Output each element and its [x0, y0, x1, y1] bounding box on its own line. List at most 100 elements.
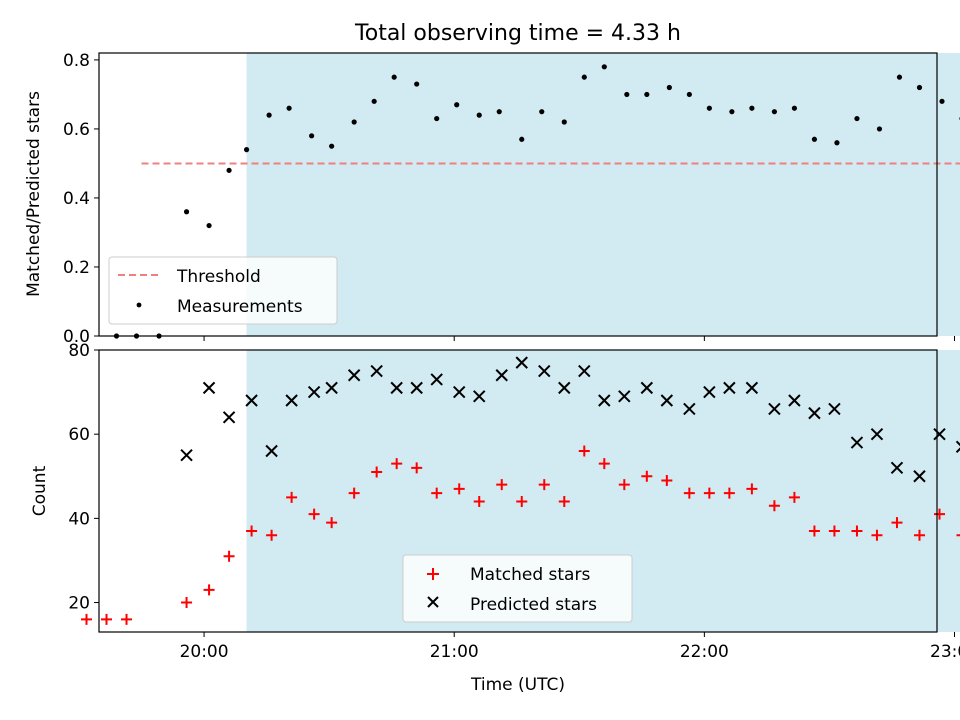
predicted-star-point [618, 390, 631, 403]
measurement-point [243, 147, 250, 153]
measurement-point [183, 209, 190, 215]
bottom-xtick-label: 20:00 [180, 642, 229, 662]
top-y-axis: 0.0 0.2 0.4 0.6 0.8 [63, 51, 99, 347]
matched-star-point [80, 613, 92, 625]
predicted-star-point [870, 427, 884, 441]
measurement-point [414, 81, 420, 87]
matched-star-point [598, 458, 610, 470]
predicted-star-point [683, 402, 696, 416]
matched-star-point [223, 550, 235, 562]
matched-star-point [558, 496, 570, 508]
threshold-legend-label: Threshold [176, 267, 261, 287]
x-axis-label: Time (UTC) [470, 675, 565, 695]
predicted-star-point [515, 356, 528, 369]
bottom-xtick-label: 22:00 [680, 642, 729, 662]
bottom-xtick-label: 21:00 [430, 642, 479, 662]
measurement-point [666, 84, 672, 91]
matched-star-point [538, 479, 550, 491]
measurement-point [624, 91, 630, 98]
matched-legend-swatch [427, 568, 439, 580]
matched-star-point [851, 525, 863, 537]
matched-stars-series [80, 445, 960, 625]
predicted-star-point [325, 381, 338, 395]
matched-star-point [266, 529, 278, 541]
measurement-point [539, 109, 545, 115]
matched-star-point [641, 470, 653, 482]
predicted-star-point [598, 394, 611, 407]
predicted-star-point [495, 369, 508, 382]
matched-legend-label: Matched stars [470, 565, 590, 585]
measurement-point [854, 115, 860, 122]
predicted-star-point [660, 394, 674, 407]
measurement-point [791, 105, 798, 111]
predicted-star-point [410, 381, 423, 395]
measurements-legend-swatch [136, 302, 142, 308]
predicted-star-point [307, 385, 321, 399]
measurement-point [496, 109, 502, 115]
top-ytick-label: 0.0 [63, 327, 90, 347]
measurement-point [811, 136, 818, 142]
top-ytick-label: 0.6 [63, 120, 90, 140]
matched-star-point [101, 613, 113, 625]
top-ytick-label: 0.4 [63, 189, 90, 209]
matched-star-point [618, 479, 630, 491]
matched-star-point [871, 529, 883, 541]
matched-star-point [496, 479, 508, 491]
predicted-star-point [745, 381, 759, 395]
bottom-ytick-label: 40 [68, 509, 90, 529]
observing-window-shade-top [246, 53, 960, 336]
predicted-star-point [390, 381, 403, 395]
predicted-star-point [453, 385, 466, 399]
matched-star-point [934, 508, 946, 520]
predicted-star-point [265, 444, 278, 458]
bottom-y-axis: 20 40 60 80 [68, 341, 99, 614]
top-y-axis-label: Matched/Predicted stars [24, 91, 44, 297]
predicted-star-point [703, 385, 716, 399]
measurement-point [601, 64, 607, 70]
measurement-point [206, 222, 212, 229]
bottom-axes-frame [98, 349, 938, 633]
top-legend-box [108, 256, 338, 325]
predicted-star-point [473, 390, 486, 403]
matched-star-point [473, 496, 485, 508]
matched-star-point [246, 525, 258, 537]
measurement-point [454, 102, 460, 108]
measurement-point [286, 105, 292, 111]
bottom-legend-box [402, 554, 633, 623]
matched-star-point [308, 508, 320, 520]
matched-star-point [121, 613, 133, 625]
measurement-point [309, 133, 315, 139]
bottom-xtick-label: 23:00 [930, 642, 960, 662]
matched-star-point [683, 487, 695, 499]
predicted-star-point [285, 394, 298, 407]
matched-star-point [453, 483, 465, 495]
predicted-stars-series [180, 356, 960, 483]
bottom-y-axis-label: Count [30, 465, 50, 516]
bottom-ytick-label: 20 [68, 594, 90, 614]
matched-star-point [181, 597, 193, 609]
top-x-ticks [203, 336, 956, 341]
measurement-point [519, 136, 525, 142]
predicted-star-point [955, 440, 960, 454]
matched-star-point [723, 487, 735, 499]
predicted-star-point [850, 436, 864, 449]
matched-star-point [913, 529, 925, 541]
matched-star-point [703, 487, 715, 499]
predicted-star-point [180, 449, 193, 462]
predicted-star-point [828, 402, 841, 416]
matched-star-point [768, 500, 780, 512]
predicted-star-point [723, 381, 736, 395]
top-axes-frame [98, 52, 938, 337]
top-ytick-label: 0.2 [63, 258, 90, 278]
matched-star-point [286, 491, 298, 503]
measurement-point [226, 167, 232, 173]
measurement-point [916, 84, 923, 91]
predicted-star-point [430, 373, 443, 386]
predicted-star-point [578, 364, 591, 378]
predicted-star-point [245, 394, 258, 407]
predicted-star-point [347, 369, 361, 382]
matched-star-point [578, 445, 590, 457]
predicted-legend-swatch [427, 596, 439, 608]
matched-star-point [326, 517, 338, 529]
